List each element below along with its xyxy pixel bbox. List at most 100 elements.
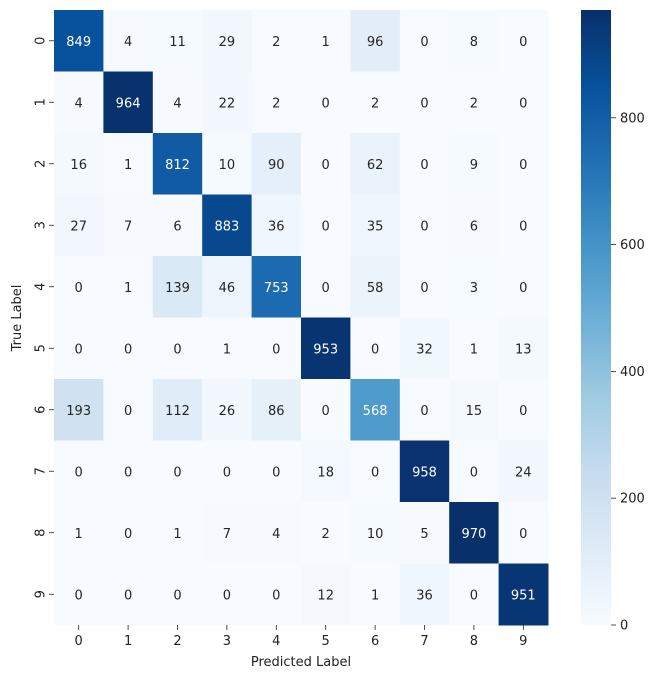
cell-value-label: 35 <box>367 219 384 234</box>
y-tick-label: 5 <box>34 344 49 352</box>
cell-value-label: 0 <box>272 342 280 357</box>
cell-value-label: 0 <box>322 281 330 296</box>
heatmap-cell <box>152 133 203 195</box>
cell-value-label: 0 <box>75 342 83 357</box>
heatmap-cell <box>103 379 154 441</box>
cell-value-label: 0 <box>322 219 330 234</box>
heatmap-cell <box>449 194 500 257</box>
heatmap-cell <box>152 256 203 318</box>
cell-value-label: 0 <box>124 527 132 542</box>
heatmap-cell <box>399 71 450 134</box>
heatmap-cell <box>301 71 351 134</box>
heatmap-cell <box>350 256 401 318</box>
cell-value-label: 32 <box>416 342 433 357</box>
cell-value-label: 16 <box>70 158 87 173</box>
y-tick-label: 3 <box>34 221 49 229</box>
cell-value-label: 753 <box>264 281 289 296</box>
cell-value-label: 36 <box>416 588 433 603</box>
heatmap-cell <box>449 256 500 318</box>
cell-value-label: 883 <box>214 219 239 234</box>
heatmap-cell <box>350 71 401 134</box>
cell-value-label: 2 <box>470 96 478 111</box>
y-tick-label: 7 <box>34 467 49 475</box>
heatmap-cell <box>251 440 302 503</box>
y-tick-label: 2 <box>34 160 49 168</box>
y-tick-label: 6 <box>34 406 49 414</box>
heatmap-cell <box>301 440 351 503</box>
cell-value-label: 0 <box>322 96 330 111</box>
x-axis-ticks: 0 1 2 3 4 5 6 7 8 9 <box>75 625 527 649</box>
heatmap-cell <box>498 502 549 564</box>
heatmap-cell <box>152 194 203 257</box>
heatmap-cell <box>251 502 302 564</box>
heatmap-cell <box>399 379 450 441</box>
colorbar-ticks: 0 200 400 600 800 <box>611 111 645 634</box>
cell-value-label: 10 <box>219 158 236 173</box>
colorbar-tick-label: 600 <box>620 238 645 253</box>
cell-value-label: 0 <box>124 588 132 603</box>
cell-value-label: 0 <box>470 588 478 603</box>
cell-value-label: 6 <box>173 219 181 234</box>
cell-value-label: 1 <box>124 281 132 296</box>
cell-value-label: 0 <box>420 35 428 50</box>
heatmap-cell <box>251 194 302 257</box>
cell-value-label: 18 <box>317 465 334 480</box>
cell-value-label: 1 <box>371 588 379 603</box>
heatmap-cell <box>152 563 203 626</box>
heatmap-cell <box>251 71 302 134</box>
cell-value-label: 62 <box>367 158 384 173</box>
heatmap-cell <box>54 194 104 257</box>
cell-value-label: 0 <box>420 219 428 234</box>
heatmap-cell <box>202 379 253 441</box>
cell-value-label: 0 <box>173 342 181 357</box>
heatmap-cell <box>54 256 104 318</box>
heatmap-cell <box>103 317 154 380</box>
cell-value-label: 0 <box>322 158 330 173</box>
heatmap-cell <box>449 71 500 134</box>
cell-value-label: 112 <box>165 404 190 419</box>
heatmap-cells: 849 4 11 29 2 1 96 0 8 04 964 4 22 2 0 2 0 2 016 1 812 10 90 0 6… <box>54 10 549 626</box>
cell-value-label: 1 <box>223 342 231 357</box>
cell-value-label: 568 <box>363 404 388 419</box>
heatmap-cell <box>54 10 104 72</box>
heatmap-cell <box>251 133 302 195</box>
cell-value-label: 24 <box>515 465 532 480</box>
heatmap-cell <box>103 10 154 72</box>
heatmap-cell <box>103 194 154 257</box>
heatmap-cell <box>251 317 302 380</box>
x-tick-label: 5 <box>322 634 330 649</box>
cell-value-label: 0 <box>519 219 527 234</box>
cell-value-label: 0 <box>519 281 527 296</box>
cell-value-label: 0 <box>223 588 231 603</box>
cell-value-label: 849 <box>66 35 91 50</box>
cell-value-label: 4 <box>124 35 132 50</box>
x-tick-label: 0 <box>75 634 83 649</box>
heatmap-cell <box>498 194 549 257</box>
heatmap-cell <box>350 379 401 441</box>
cell-value-label: 90 <box>268 158 285 173</box>
heatmap-cell <box>202 317 253 380</box>
cell-value-label: 26 <box>219 404 236 419</box>
cell-value-label: 1 <box>75 527 83 542</box>
heatmap-cell <box>202 256 253 318</box>
cell-value-label: 0 <box>75 465 83 480</box>
x-axis-label: Predicted Label <box>251 655 351 670</box>
heatmap-cell <box>399 502 450 564</box>
heatmap-cell <box>350 440 401 503</box>
y-tick-label: 8 <box>34 529 49 537</box>
x-tick-label: 3 <box>223 634 231 649</box>
heatmap-cell <box>152 71 203 134</box>
y-axis-ticks: 0 1 2 3 4 5 6 7 8 9 <box>34 37 54 598</box>
cell-value-label: 953 <box>313 342 338 357</box>
cell-value-label: 0 <box>519 404 527 419</box>
heatmap-cell <box>202 194 253 257</box>
heatmap-cell <box>152 379 203 441</box>
heatmap-cell <box>103 133 154 195</box>
cell-value-label: 58 <box>367 281 384 296</box>
cell-value-label: 0 <box>420 96 428 111</box>
heatmap-cell <box>350 133 401 195</box>
cell-value-label: 0 <box>173 588 181 603</box>
heatmap-cell <box>54 502 104 564</box>
cell-value-label: 15 <box>466 404 483 419</box>
